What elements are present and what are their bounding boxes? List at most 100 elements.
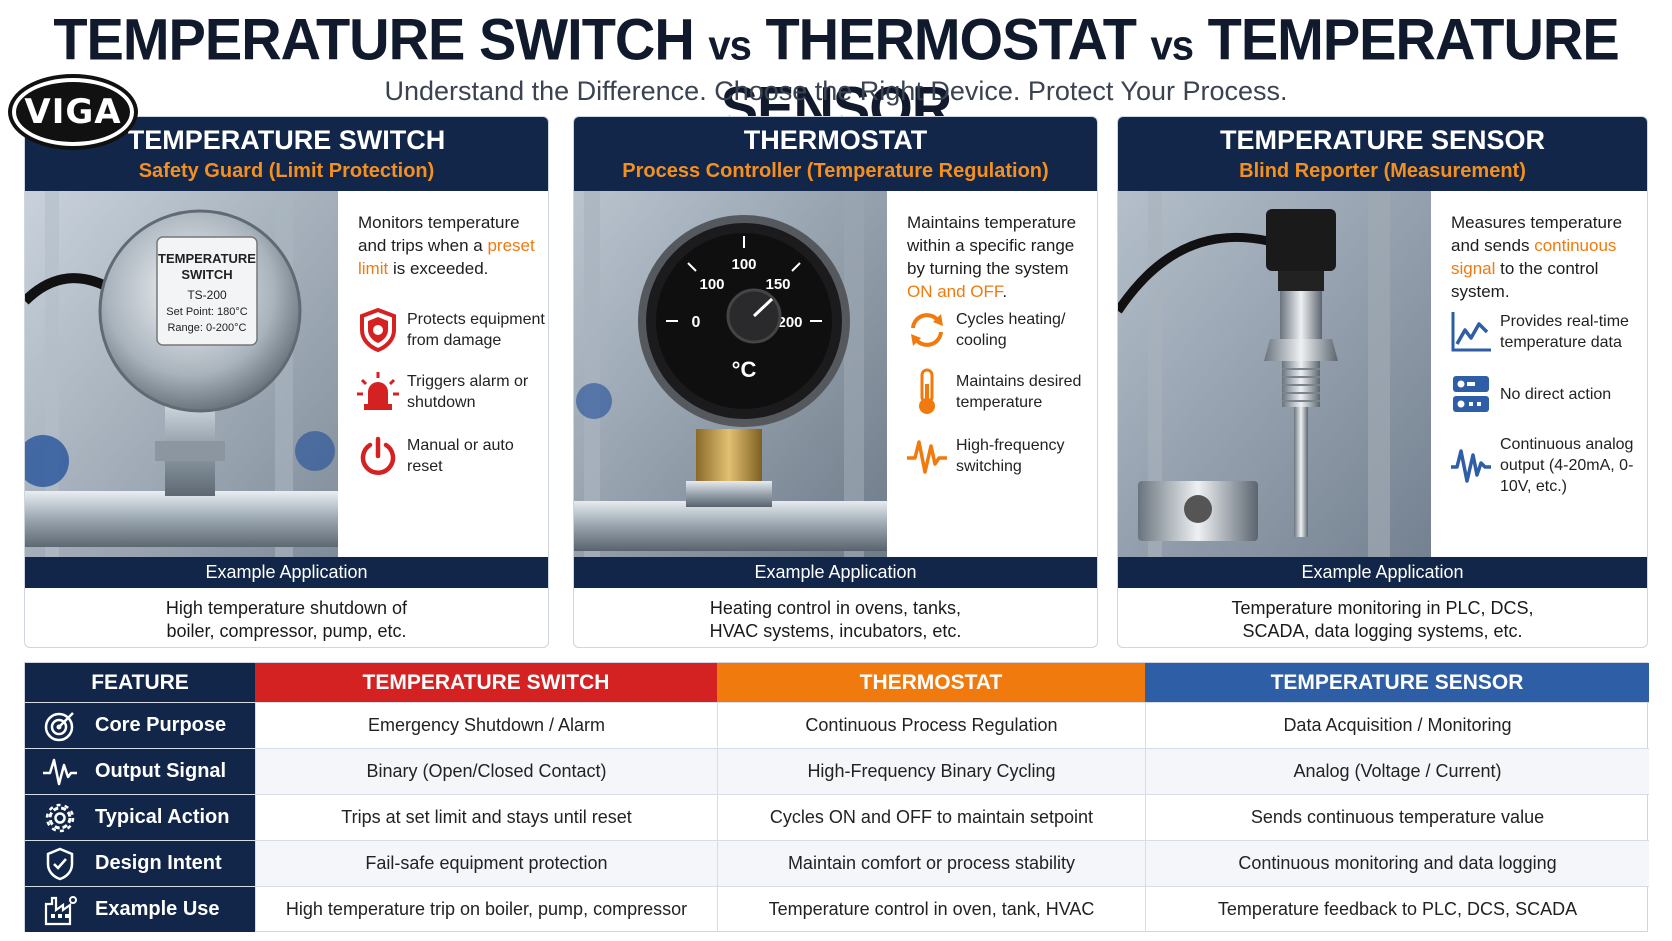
row-label-text: Design Intent: [95, 852, 222, 874]
sensor-photo: [1118, 191, 1431, 557]
table-row: Example Use High temperature trip on boi…: [25, 886, 1649, 932]
card-subtitle: Safety Guard (Limit Protection): [138, 160, 435, 182]
table-cell: Sends continuous temperature value: [1145, 795, 1649, 840]
power-icon: [355, 433, 401, 479]
feature-text: Maintains desired temperature: [956, 373, 1082, 411]
card-header: THERMOSTAT Process Controller (Temperatu…: [574, 117, 1097, 191]
table-cell: Continuous Process Regulation: [717, 703, 1145, 748]
dial-tick-150: 150: [765, 276, 790, 293]
card-description: Monitors temperature and trips when a pr…: [358, 211, 543, 280]
feature-item: Manual or auto reset: [355, 431, 545, 481]
example-text: Heating control in ovens, tanks, HVAC sy…: [574, 597, 1097, 643]
title-thermostat: THERMOSTAT: [765, 5, 1137, 72]
factory-icon: [25, 887, 95, 932]
table-header-thermostat: THERMOSTAT: [717, 663, 1145, 702]
switch-label-range: Range: 0-200°C: [167, 322, 246, 334]
example-line-2: boiler, compressor, pump, etc.: [166, 621, 407, 641]
card-title: TEMPERATURE SENSOR: [1219, 125, 1546, 155]
example-line-1: Temperature monitoring in PLC, DCS,: [1231, 598, 1534, 618]
row-label-text: Example Use: [95, 898, 220, 920]
feature-item: Protects equipment from damage: [355, 305, 545, 355]
dial-tick-200: 200: [777, 314, 802, 331]
thermometer-icon: [904, 368, 950, 415]
row-label-text: Output Signal: [95, 760, 227, 782]
table-cell: High-Frequency Binary Cycling: [717, 749, 1145, 794]
desc-highlight: ON and OFF: [907, 282, 1003, 301]
example-line-2: HVAC systems, incubators, etc.: [709, 621, 962, 641]
example-line-2: SCADA, data logging systems, etc.: [1242, 621, 1523, 641]
table-row: Core Purpose Emergency Shutdown / Alarm …: [25, 702, 1649, 748]
feature-text: No direct action: [1500, 385, 1612, 403]
cycle-arrows-icon: [904, 307, 950, 353]
example-text: Temperature monitoring in PLC, DCS, SCAD…: [1118, 597, 1647, 643]
table-cell: Trips at set limit and stays until reset: [255, 795, 717, 840]
dial-tick-100a: 100: [699, 276, 724, 293]
desc-highlight: continuous signal: [1451, 236, 1617, 278]
target-icon: [25, 703, 95, 748]
title-vs-1: vs: [708, 22, 751, 69]
feature-item: High-frequency switching: [904, 431, 1094, 481]
table-cell: Temperature feedback to PLC, DCS, SCADA: [1145, 887, 1649, 932]
switch-label-line2: SWITCH: [181, 267, 232, 282]
shield-icon: [355, 307, 401, 353]
card-title: THERMOSTAT: [743, 125, 928, 155]
feature-item: Provides real-time temperature data: [1448, 307, 1638, 357]
viga-logo: VIGA: [8, 74, 138, 150]
example-text: High temperature shutdown of boiler, com…: [25, 597, 548, 643]
table-cell: Analog (Voltage / Current): [1145, 749, 1649, 794]
dial-tick-0: 0: [692, 314, 701, 331]
page-title: TEMPERATURE SWITCH vs THERMOSTAT vs TEMP…: [0, 5, 1672, 142]
table-cell: Emergency Shutdown / Alarm: [255, 703, 717, 748]
logo-text: VIGA: [16, 82, 130, 142]
feature-item: Cycles heating/ cooling: [904, 305, 1094, 355]
gear-icon: [25, 795, 95, 840]
table-row: Output Signal Binary (Open/Closed Contac…: [25, 748, 1649, 794]
card-temperature-switch: TEMPERATURE SWITCH Safety Guard (Limit P…: [24, 116, 549, 648]
table-row: Design Intent Fail-safe equipment protec…: [25, 840, 1649, 886]
table-cell: Continuous monitoring and data logging: [1145, 841, 1649, 886]
table-row: Typical Action Trips at set limit and st…: [25, 794, 1649, 840]
page-subtitle: Understand the Difference. Choose the Ri…: [384, 76, 1288, 106]
example-label: Example Application: [574, 557, 1097, 588]
desc-text-end: is exceeded.: [388, 259, 489, 278]
analog-wave-icon: [1448, 442, 1494, 488]
row-label: Example Use: [25, 887, 255, 932]
table-cell: Data Acquisition / Monitoring: [1145, 703, 1649, 748]
switch-label-setpoint: Set Point: 180°C: [166, 306, 248, 318]
feature-item: Triggers alarm or shutdown: [355, 367, 545, 417]
desc-text: Monitors temperature and trips when a: [358, 213, 520, 255]
example-label: Example Application: [25, 557, 548, 588]
title-switch: TEMPERATURE SWITCH: [53, 5, 694, 72]
desc-text: Maintains temperature within a specific …: [907, 213, 1077, 278]
toggle-switches-icon: [1448, 371, 1494, 417]
table-cell: Binary (Open/Closed Contact): [255, 749, 717, 794]
feature-item: Maintains desired temperature: [904, 367, 1094, 417]
card-temperature-sensor: TEMPERATURE SENSOR Blind Reporter (Measu…: [1117, 116, 1648, 648]
table-cell: Cycles ON and OFF to maintain setpoint: [717, 795, 1145, 840]
feature-text: Protects equipment from damage: [407, 311, 545, 349]
table-cell: Fail-safe equipment protection: [255, 841, 717, 886]
card-header: TEMPERATURE SENSOR Blind Reporter (Measu…: [1118, 117, 1647, 191]
comparison-table: FEATURE TEMPERATURE SWITCH THERMOSTAT TE…: [24, 662, 1649, 932]
feature-item: No direct action: [1448, 369, 1638, 419]
desc-text-end: .: [1002, 282, 1008, 301]
title-sensor: TEMPERATURE SENSOR: [720, 5, 1620, 141]
row-label: Output Signal: [25, 749, 255, 794]
feature-text: Manual or auto reset: [407, 437, 514, 475]
waveform-icon: [904, 433, 950, 479]
example-line-1: High temperature shutdown of: [165, 598, 408, 618]
feature-text: Provides real-time temperature data: [1500, 313, 1629, 351]
card-title: TEMPERATURE SWITCH: [127, 125, 446, 155]
table-cell: High temperature trip on boiler, pump, c…: [255, 887, 717, 932]
pulse-icon: [25, 749, 95, 794]
row-label: Core Purpose: [25, 703, 255, 748]
thermostat-photo: 0 100 100 150 200 °C: [574, 191, 887, 557]
feature-text: High-frequency switching: [956, 437, 1065, 475]
table-header-feature: FEATURE: [25, 663, 255, 702]
table-cell: Temperature control in oven, tank, HVAC: [717, 887, 1145, 932]
example-line-1: Heating control in ovens, tanks,: [709, 598, 962, 618]
switch-label-model: TS-200: [187, 288, 227, 302]
table-header-sensor: TEMPERATURE SENSOR: [1145, 663, 1649, 702]
line-chart-icon: [1448, 309, 1494, 355]
feature-text: Cycles heating/ cooling: [956, 311, 1066, 349]
